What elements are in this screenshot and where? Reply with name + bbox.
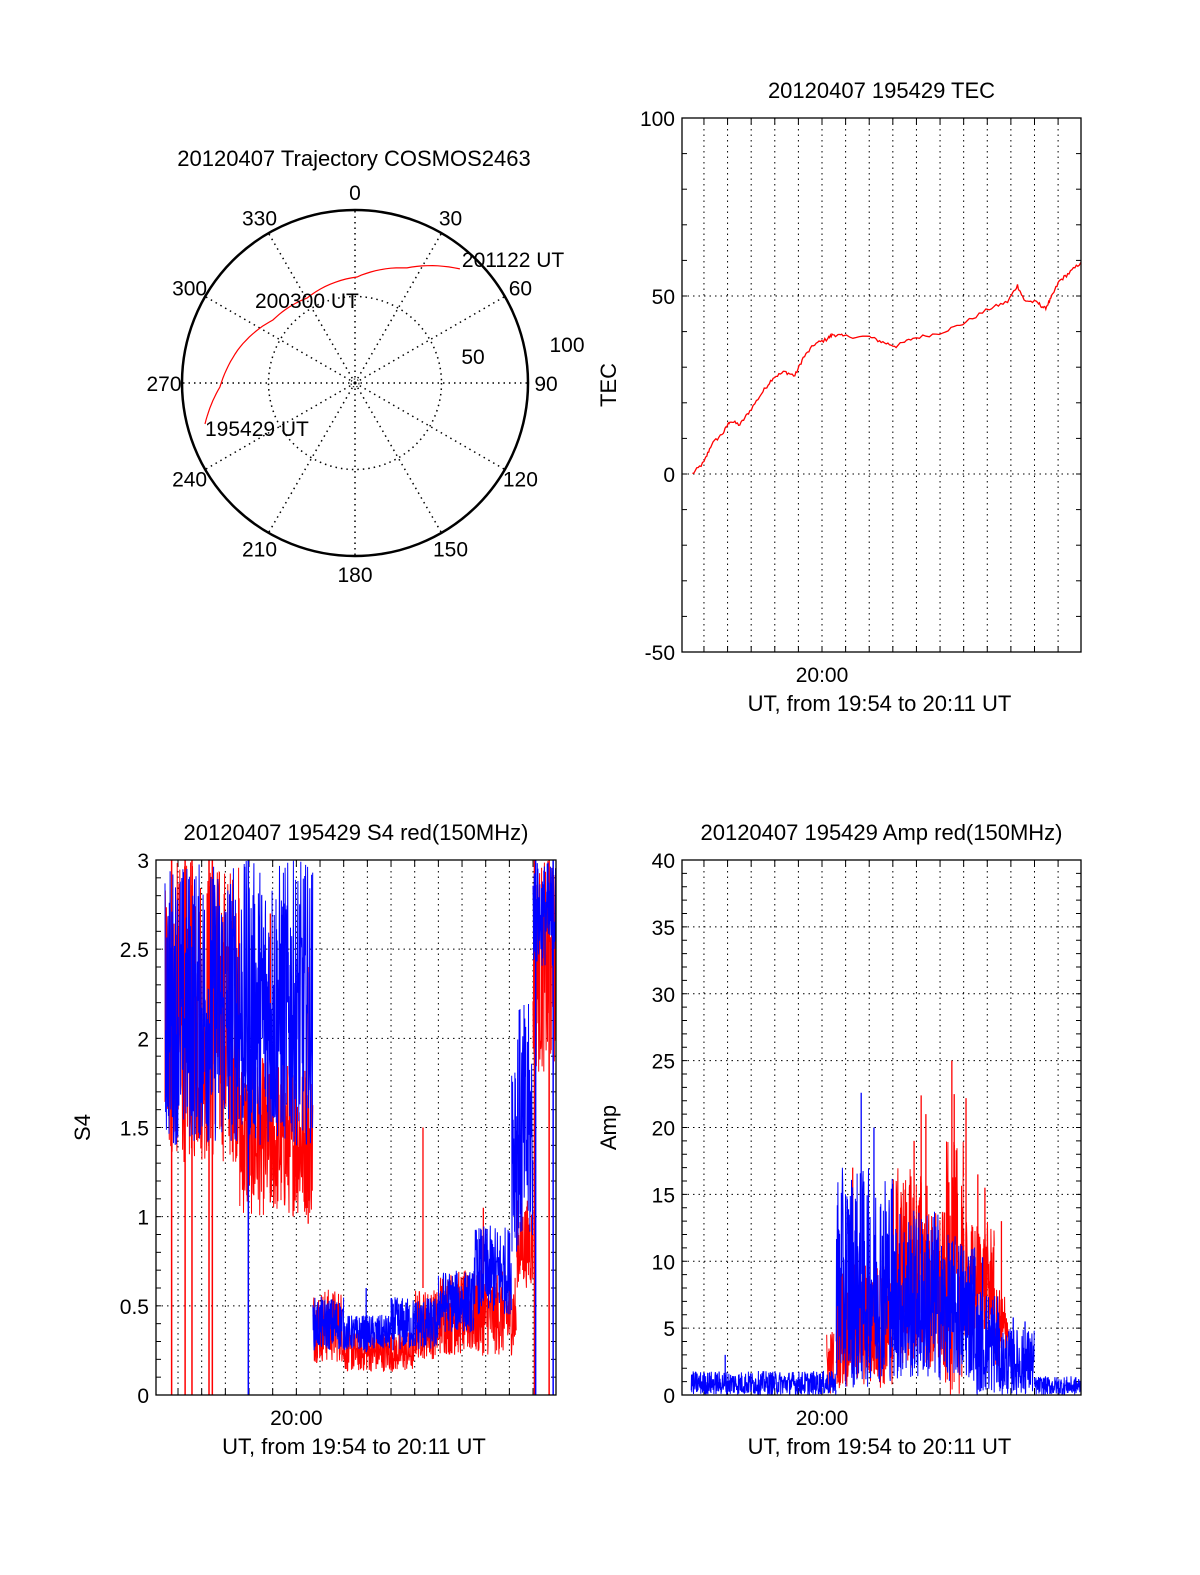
angle-tick-label: 240	[172, 469, 207, 492]
series-trace-red	[343, 1330, 415, 1372]
chart-title: 20120407 195429 S4 red(150MHz)	[184, 820, 529, 845]
time-annotation: 195429 UT	[205, 418, 309, 441]
center-marker	[350, 378, 360, 388]
angle-tick-label: 300	[172, 278, 207, 301]
plot-data	[164, 860, 556, 1395]
angle-tick-label: 90	[534, 373, 557, 396]
radial-gridline	[354, 382, 506, 471]
radial-tick-label: 50	[461, 346, 484, 369]
angle-tick-label: 150	[433, 538, 468, 561]
angle-tick-label: 60	[509, 278, 532, 301]
series-trace-blue	[511, 1003, 534, 1252]
time-annotation: 200300 UT	[255, 290, 359, 313]
plot-frame	[681, 859, 1082, 1396]
y-tick-label: 2	[137, 1028, 149, 1051]
radial-gridline	[354, 382, 443, 534]
radial-gridline	[267, 382, 356, 534]
plot-frame	[155, 859, 557, 1396]
y-tick-label: 25	[652, 1051, 675, 1074]
series-trace-blue	[473, 1225, 513, 1315]
y-axis-label: TEC	[596, 363, 621, 407]
x-tick-label: 20:00	[796, 664, 849, 687]
tec-chart: 20120407 195429 TEC -50 0 50 100 20:00 UT, fro…	[596, 78, 1082, 716]
series-trace-blue	[437, 1270, 475, 1333]
angle-tick-label: 210	[242, 538, 277, 561]
series-trace-blue	[164, 860, 314, 1146]
y-tick-label: 40	[652, 850, 675, 873]
y-tick-label: 100	[640, 108, 675, 131]
series-trace-blue	[690, 1370, 837, 1395]
plot-frame	[681, 117, 1082, 653]
x-axis-label: UT, from 19:54 to 20:11 UT	[748, 1434, 1012, 1459]
polar-outer-circle	[180, 208, 530, 558]
angle-tick-label: 270	[146, 373, 181, 396]
radial-gridline	[354, 232, 443, 384]
amp-chart: 20120407 195429 Amp red(150MHz) 0 5 10 15 20 2…	[596, 820, 1082, 1459]
radial-gridline	[354, 295, 506, 384]
y-tick-label: 20	[652, 1118, 675, 1141]
series-trace-blue	[892, 1210, 941, 1379]
s4-chart: 20120407 195429 S4 red(150MHz) 0 0.5 1 1.5 2 2…	[70, 820, 557, 1459]
y-tick-label: 1	[137, 1207, 149, 1230]
x-axis-label: UT, from 19:54 to 20:11 UT	[748, 691, 1012, 716]
series-trace-blue	[998, 1328, 1035, 1395]
angle-tick-label: 330	[242, 208, 277, 231]
angle-tick-label: 180	[337, 564, 372, 587]
radial-gridline	[204, 382, 356, 471]
chart-title: 20120407 195429 TEC	[768, 78, 995, 103]
series-trace-blue	[390, 1297, 439, 1351]
y-tick-label: 15	[652, 1184, 675, 1207]
y-tick-label: 5	[663, 1318, 675, 1341]
y-tick-label: 10	[652, 1251, 675, 1274]
trajectory-line	[204, 264, 461, 425]
y-tick-label: 0	[663, 1385, 675, 1408]
angle-tick-label: 120	[503, 469, 538, 492]
radial-gridline	[204, 295, 356, 384]
y-tick-label: 50	[652, 286, 675, 309]
y-axis-label: Amp	[596, 1105, 621, 1150]
chart-title: 20120407 Trajectory COSMOS2463	[177, 146, 530, 171]
y-tick-label: 0.5	[120, 1296, 149, 1319]
plot-data	[692, 262, 1081, 475]
y-tick-label: 0	[663, 464, 675, 487]
series-trace-blue	[343, 1314, 392, 1351]
y-tick-label: 1.5	[120, 1118, 149, 1141]
series-trace-blue	[868, 1178, 894, 1382]
radial-gridcircle-50	[267, 295, 443, 471]
angle-tick-label: 0	[349, 182, 361, 205]
radial-tick-label: 100	[549, 334, 584, 357]
y-tick-label: -50	[645, 642, 675, 665]
y-tick-label: 2.5	[120, 939, 149, 962]
x-tick-label: 20:00	[270, 1407, 323, 1430]
y-tick-label: 3	[137, 850, 149, 873]
y-tick-label: 0	[137, 1385, 149, 1408]
series-trace-blue	[975, 1292, 1000, 1395]
angle-tick-label: 30	[439, 208, 462, 231]
series-trace-blue	[835, 1167, 870, 1388]
x-tick-label: 20:00	[796, 1407, 849, 1430]
radial-gridline	[267, 232, 356, 384]
chart-title: 20120407 195429 Amp red(150MHz)	[700, 820, 1062, 845]
y-axis-label: S4	[70, 1114, 95, 1141]
time-annotation: 201122 UT	[462, 249, 565, 272]
series-trace-red	[944, 1141, 964, 1395]
y-tick-label: 35	[652, 917, 675, 940]
polar-trajectory-chart: 20120407 Trajectory COSMOS2463 0 30 60 90 120…	[146, 146, 584, 587]
x-axis-label: UT, from 19:54 to 20:11 UT	[222, 1434, 486, 1459]
series-trace-blue	[1034, 1376, 1081, 1395]
series-trace-blue	[532, 862, 556, 966]
series-line-TEC	[692, 262, 1081, 475]
series-trace-blue	[312, 1296, 345, 1351]
series-trace-red	[516, 1200, 534, 1288]
y-tick-label: 30	[652, 984, 675, 1007]
series-trace-blue	[939, 1234, 976, 1381]
plot-data	[690, 1060, 1081, 1395]
